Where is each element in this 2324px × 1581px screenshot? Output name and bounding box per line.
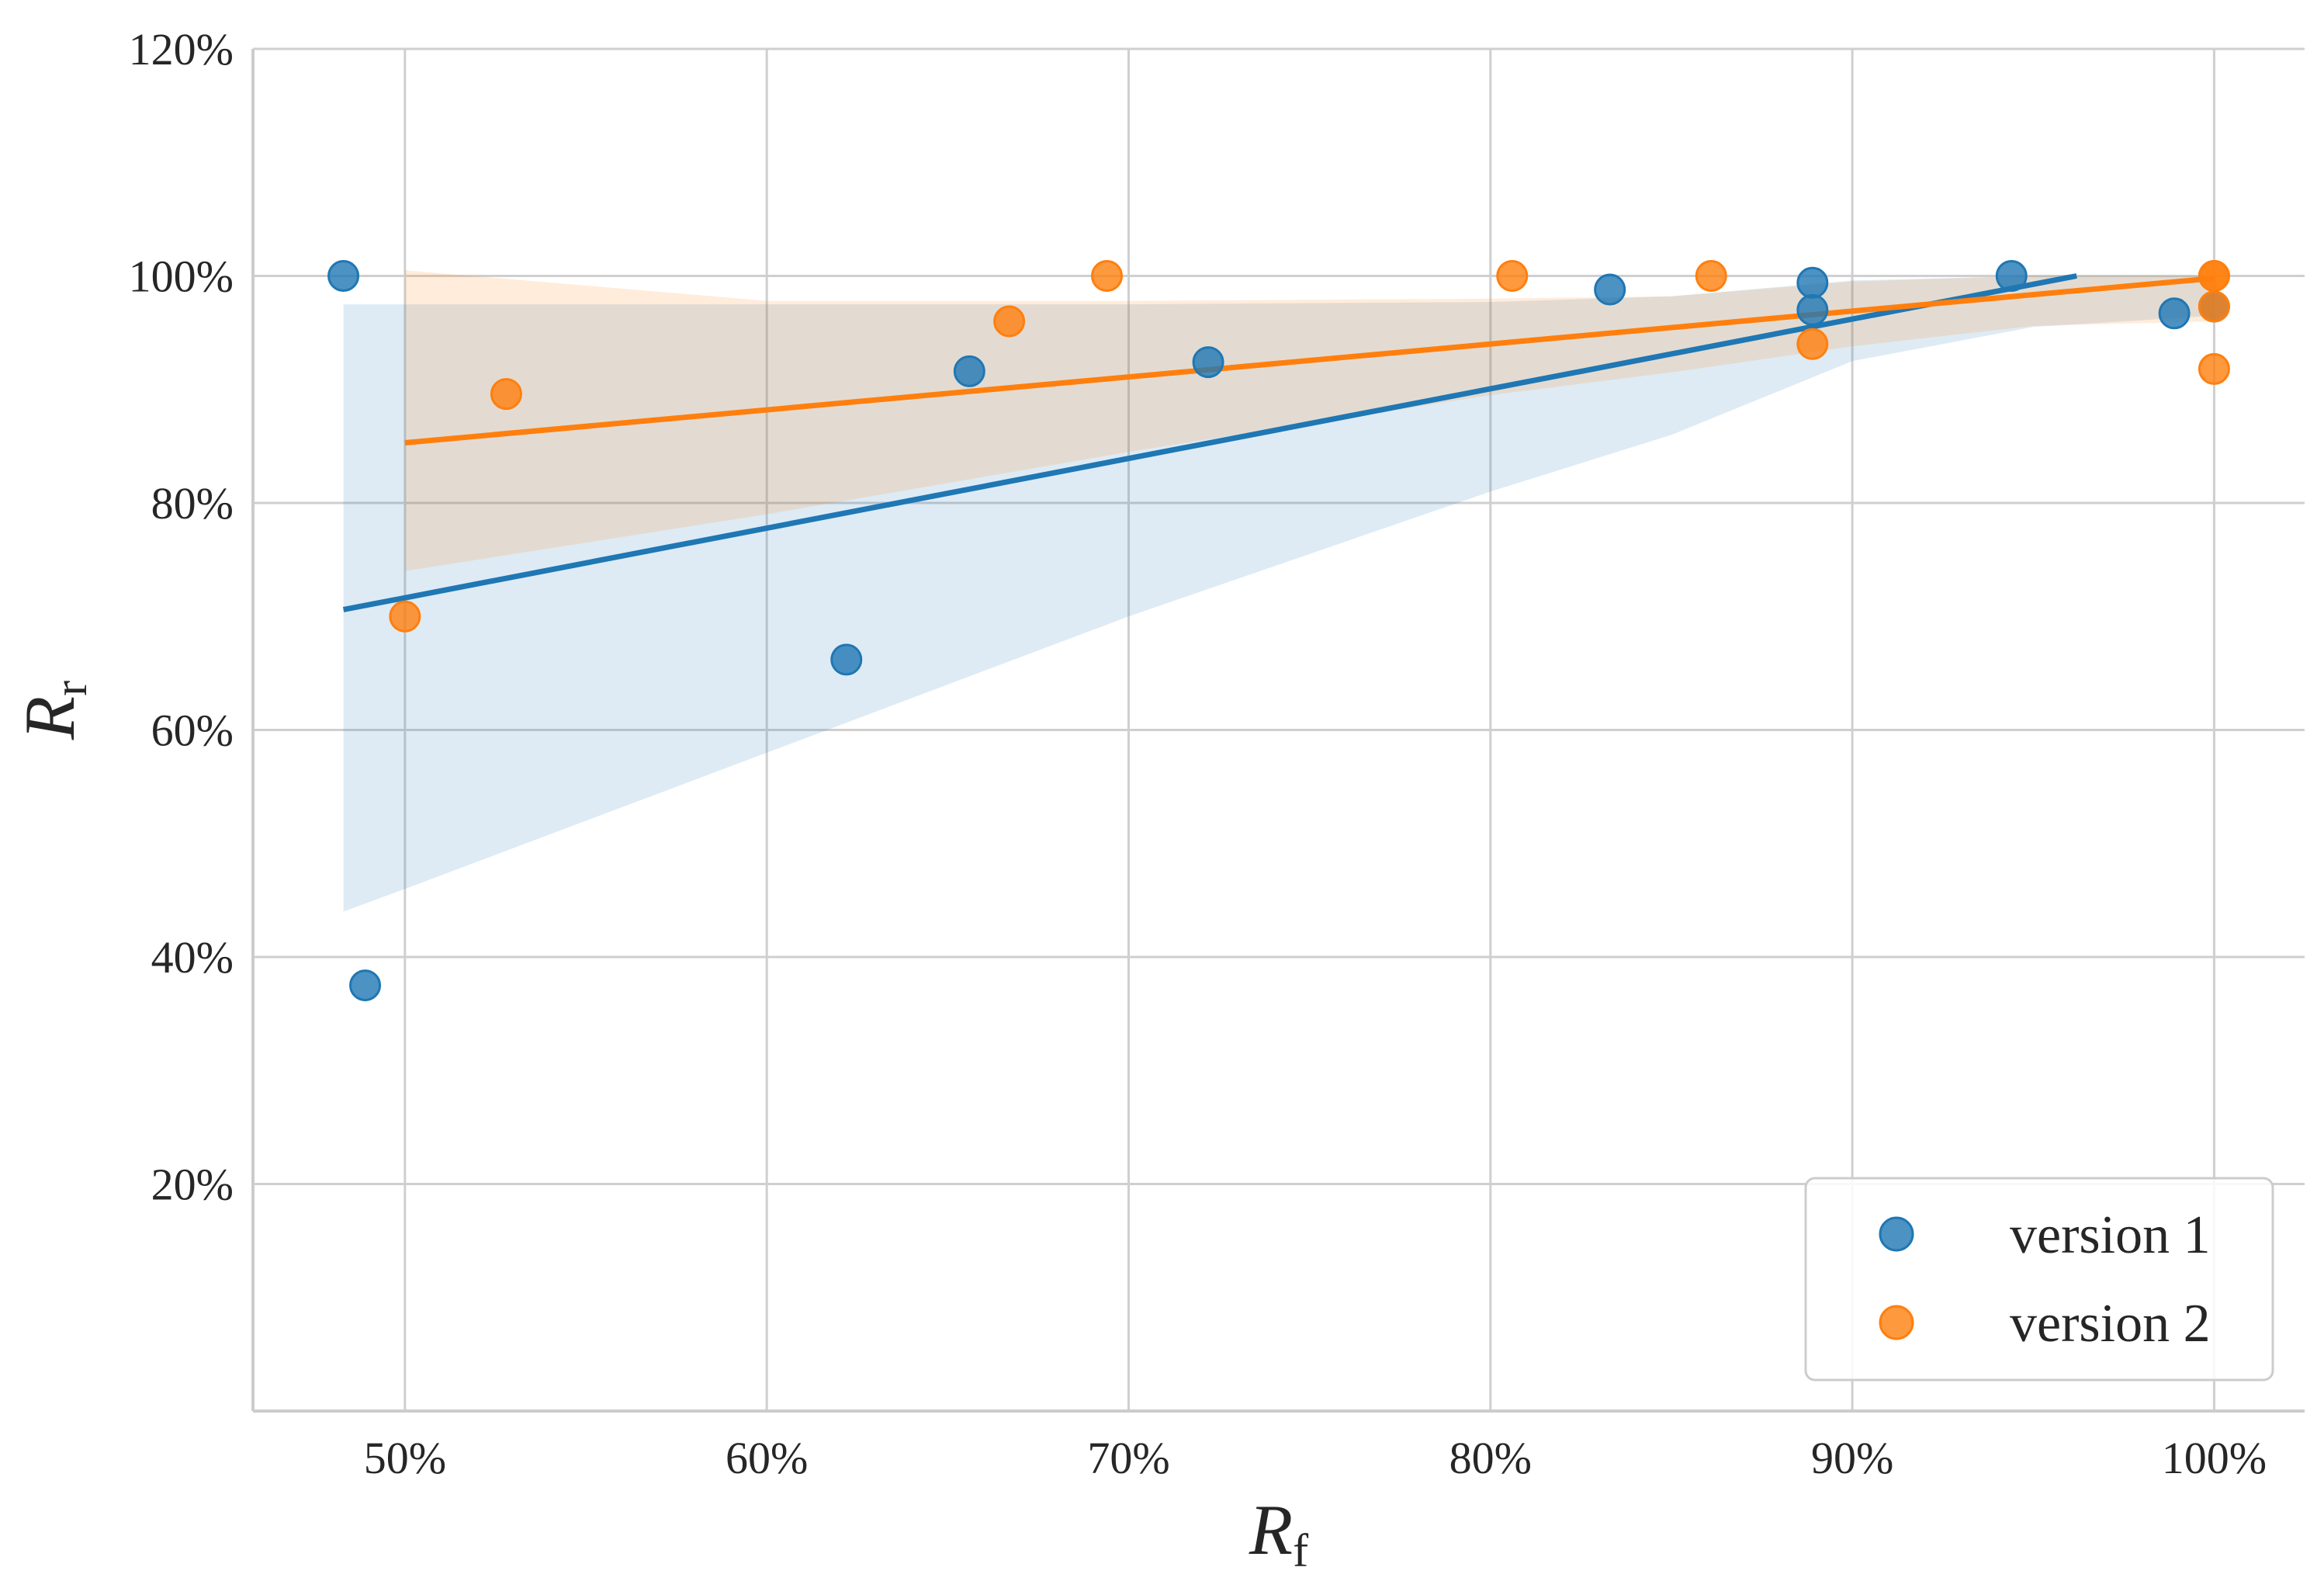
data-point-version-2 (1496, 260, 1529, 292)
data-point-version-2 (2198, 260, 2230, 292)
legend: version 1 version 2 (1804, 1177, 2274, 1382)
data-point-version-2 (1796, 328, 1829, 360)
data-point-version-1 (2158, 297, 2191, 330)
data-point-version-1 (327, 260, 360, 292)
data-point-version-1 (830, 643, 863, 676)
y-tick-label: 120% (129, 24, 234, 75)
scatter-points (327, 260, 2230, 1002)
data-point-version-2 (490, 378, 522, 411)
y-tick-label: 40% (151, 932, 234, 983)
y-tick-label: 20% (151, 1160, 234, 1210)
data-point-version-2 (2198, 352, 2230, 385)
x-tick-label: 70% (1087, 1433, 1169, 1483)
x-axis-title: Rf (1249, 1490, 1308, 1576)
grid (253, 47, 2305, 1411)
data-point-version-1 (1594, 273, 1626, 306)
data-point-version-2 (1091, 260, 1124, 292)
x-tick-label: 80% (1449, 1433, 1532, 1483)
data-point-version-1 (349, 969, 382, 1002)
data-point-version-1 (1796, 293, 1829, 326)
x-tick-label: 100% (2162, 1433, 2267, 1483)
data-point-version-2 (993, 305, 1026, 338)
data-point-version-1 (1796, 266, 1829, 299)
data-point-version-1 (1192, 346, 1224, 379)
regression-line-version-1 (342, 273, 2077, 612)
confidence-band-version-1 (343, 276, 2215, 912)
confidence-bands (343, 270, 2215, 912)
confidence-band-version-2 (404, 270, 2215, 571)
plot-frame (251, 49, 2305, 1413)
x-tick-label: 50% (364, 1433, 446, 1483)
legend-marker-version-2 (1879, 1305, 1914, 1340)
data-point-version-2 (1695, 260, 1727, 292)
legend-box (1804, 1177, 2274, 1382)
data-point-version-1 (1995, 260, 2028, 292)
legend-marker-version-1 (1879, 1216, 1914, 1252)
regression-lines (342, 273, 2215, 612)
x-tick-label: 90% (1811, 1433, 1893, 1483)
y-tick-label: 100% (129, 251, 234, 302)
x-tick-label: 60% (726, 1433, 808, 1483)
legend-label-version-2: version 2 (2010, 1294, 2211, 1354)
tick-labels: 50% 60% 70% 80% 90% 100% 20% 40% 60% 80% 100% 120% (129, 24, 2267, 1483)
y-tick-label: 80% (151, 478, 234, 529)
y-axis-title: Rr (10, 681, 96, 740)
legend-label-version-1: version 1 (2010, 1205, 2211, 1265)
data-point-version-1 (953, 355, 985, 387)
data-point-version-2 (2198, 290, 2230, 323)
regression-line-version-2 (404, 275, 2215, 446)
data-point-version-2 (389, 600, 421, 633)
y-tick-label: 60% (151, 706, 234, 756)
